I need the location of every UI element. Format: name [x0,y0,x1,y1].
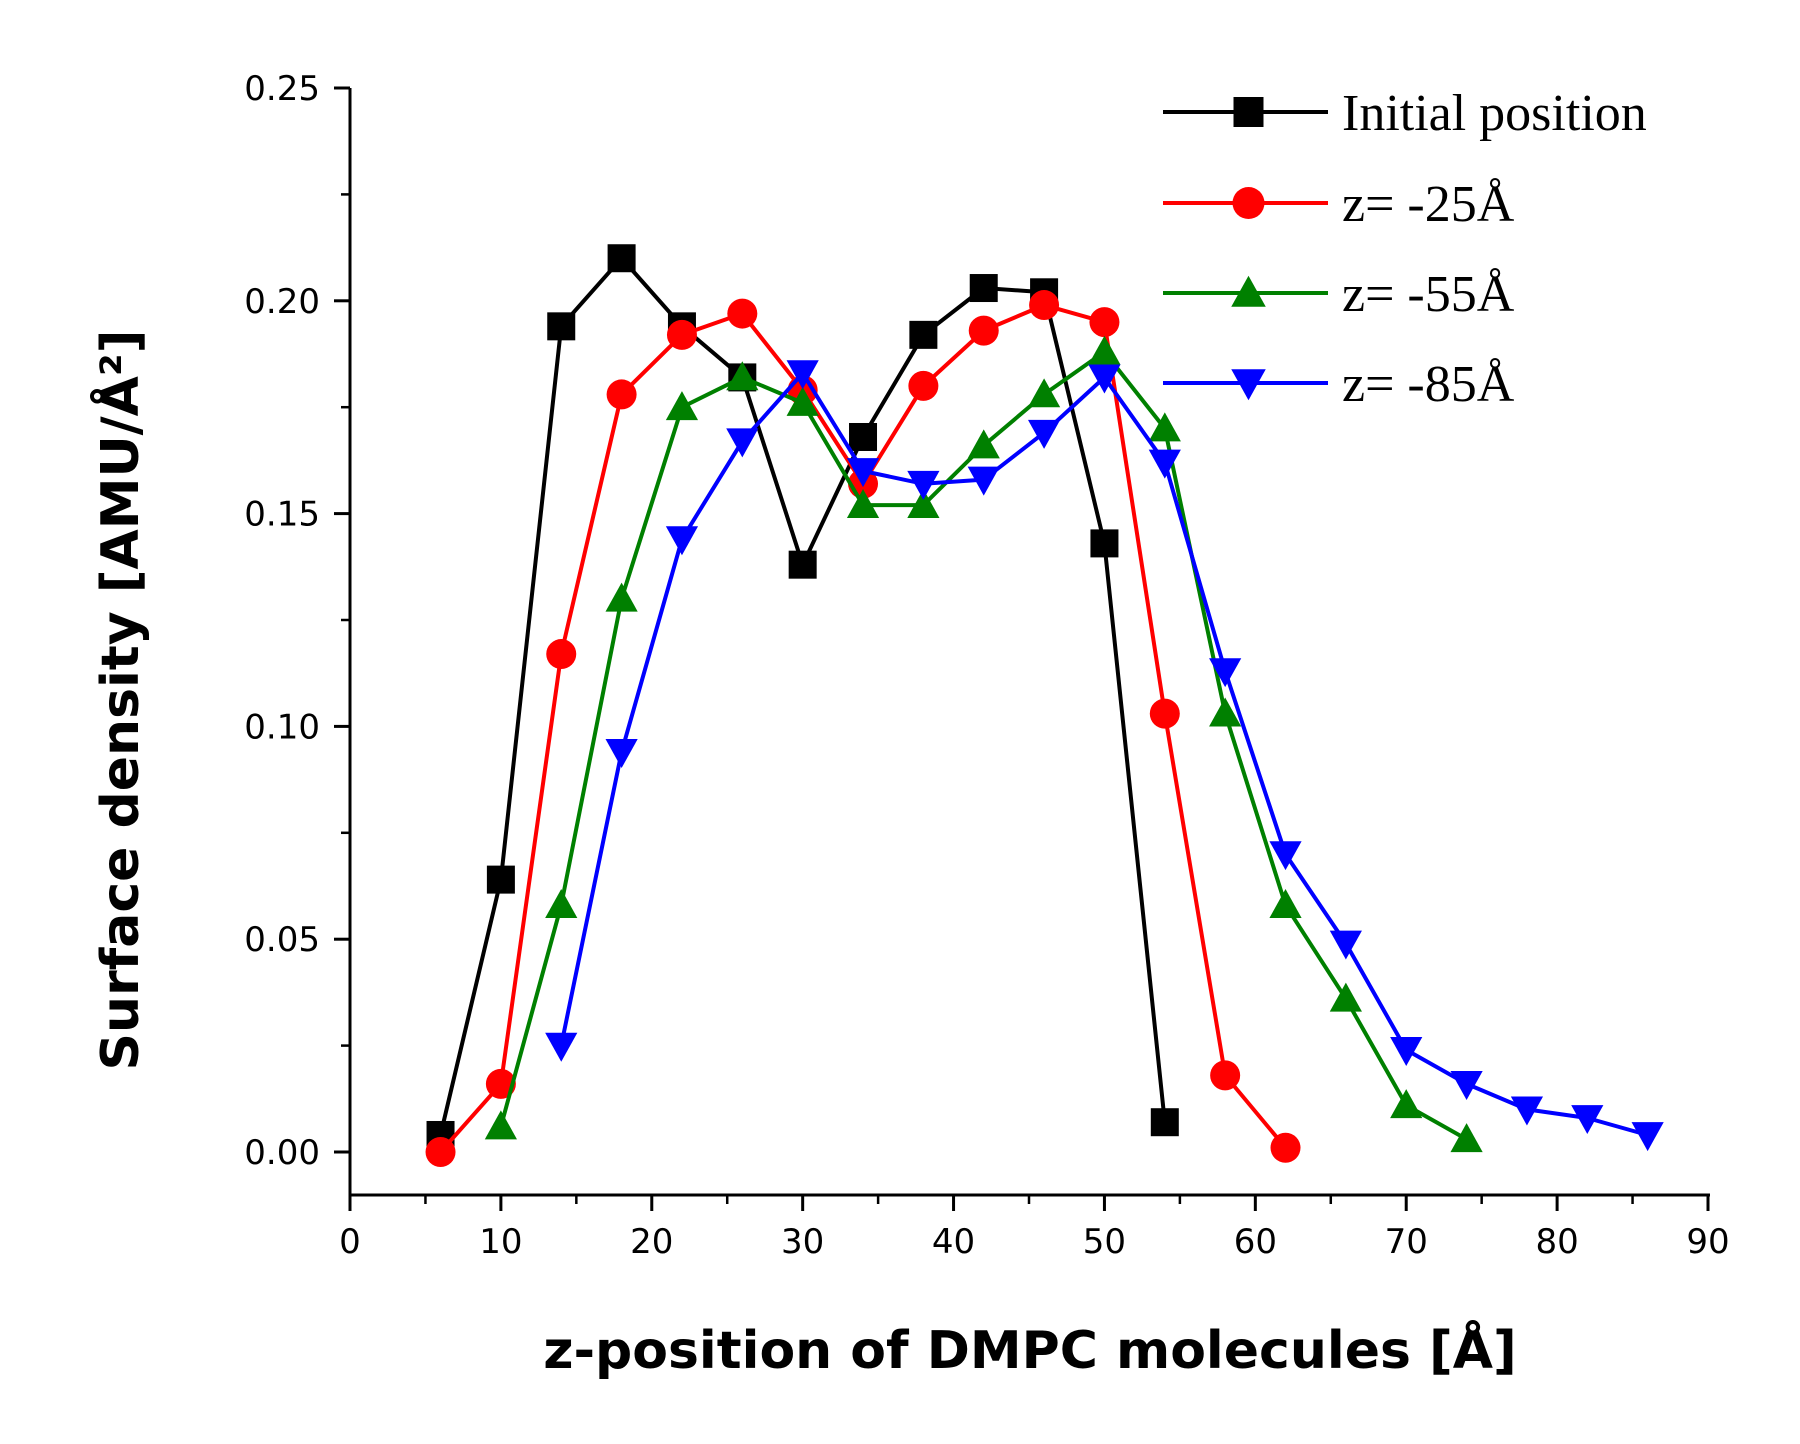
series-2-point [968,315,999,346]
y-tick-label: 0.00 [244,1133,320,1173]
series-3-point [846,488,880,518]
series-3-point [1450,1123,1483,1153]
series-4-point [1148,449,1181,479]
x-tick-label: 70 [1385,1222,1428,1262]
series-4-point [545,1032,578,1062]
x-tick-label: 30 [781,1222,824,1262]
series-1-point [607,244,636,273]
series-1-point [1150,1108,1179,1137]
x-tick-label: 50 [1083,1222,1126,1262]
series-3-point [1269,889,1302,919]
series-4-point [665,526,699,556]
series-3-point [967,429,1000,459]
series-3-point [1088,335,1121,365]
series-3-point [1329,982,1362,1012]
x-tick-label: 0 [339,1222,361,1262]
legend-entry-1: Initial position [1163,85,1647,142]
series-2-point [1210,1060,1241,1091]
series-2-point [666,319,697,350]
series-4-point [1329,930,1362,960]
series-4 [545,360,1664,1152]
y-tick-label: 0.15 [244,495,320,535]
y-tick-label: 0.10 [244,707,320,747]
series-3-point [1148,412,1181,442]
series-2-point [485,1068,516,1099]
legend-swatch-marker [1231,369,1266,401]
series-4-point [846,458,880,488]
series-1-point [788,550,817,579]
series-layer [425,244,1664,1167]
series-2-point [908,370,939,401]
legend-label: Initial position [1342,85,1647,142]
series-4-point [605,739,638,769]
series-3-point [665,391,699,421]
series-4-point [786,360,819,390]
x-tick-label: 10 [479,1222,522,1262]
x-tick-label: 90 [1686,1222,1729,1262]
series-4-line [559,371,1649,1137]
series-1-point [969,274,998,303]
series-4-point [907,470,940,500]
legend-entry-3: z= -55Å [1163,266,1515,323]
series-3 [484,335,1483,1153]
series-3-point [484,1110,517,1140]
series-4-point [726,428,759,458]
y-tick-label: 0.20 [244,282,320,322]
series-1-point [486,865,515,894]
series-1-point [849,422,878,451]
series-3-point [605,582,638,612]
x-tick-label: 60 [1234,1222,1277,1262]
legend-entry-4: z= -85Å [1163,356,1515,413]
x-tick-label: 40 [932,1222,975,1262]
legend-label: z= -55Å [1342,266,1515,323]
x-tick-label: 20 [630,1222,673,1262]
series-2-point [1149,698,1180,729]
series-2-point [606,379,637,410]
series-3-point [1209,697,1242,727]
y-axis-title: Surface density [AMU/Å²] [90,330,151,1071]
series-2-point [1029,290,1060,321]
legend-swatch-marker [1233,97,1264,127]
y-tick-label: 0.25 [244,69,320,109]
series-4-point [1209,658,1242,688]
series-3-point [1027,378,1061,408]
series-4-point [1510,1096,1544,1126]
series-4-point [1450,1071,1483,1101]
series-2-point [1270,1132,1301,1163]
series-4-point [1631,1122,1664,1152]
legend-swatch-marker [1232,187,1265,219]
x-tick-label: 80 [1535,1222,1578,1262]
series-1-point [1090,529,1119,558]
legend-entry-2: z= -25Å [1163,176,1515,233]
series-4-point [1269,841,1302,871]
series-2-point [727,298,758,329]
legend: Initial position z= -25Å z= -55Å z= -85Å [1163,85,1647,413]
x-axis-title: z-position of DMPC molecules [Å] [543,1320,1517,1381]
series-2-point [425,1137,456,1167]
series-3-point [1390,1089,1423,1119]
series-3-point [545,889,578,919]
series-2-point [1089,307,1120,338]
series-4-point [1027,419,1061,449]
series-4-point [1390,1036,1423,1066]
y-tick-label: 0.05 [244,920,320,960]
series-4-point [1571,1105,1604,1135]
series-4-point [967,466,1000,496]
series-3-point [726,361,759,391]
legend-label: z= -85Å [1342,356,1515,413]
series-3-point [786,386,819,416]
legend-label: z= -25Å [1342,176,1515,233]
series-2-point [546,639,577,670]
series-1-point [547,312,576,341]
series-1-point [909,320,938,349]
legend-swatch-marker [1231,275,1266,307]
series-3-point [907,488,940,518]
axes: 0 10 20 30 40 50 60 70 80 90 0.00 0.05 0.10 0.15 0.20 0… [244,69,1729,1262]
series-4-point [1088,364,1121,394]
